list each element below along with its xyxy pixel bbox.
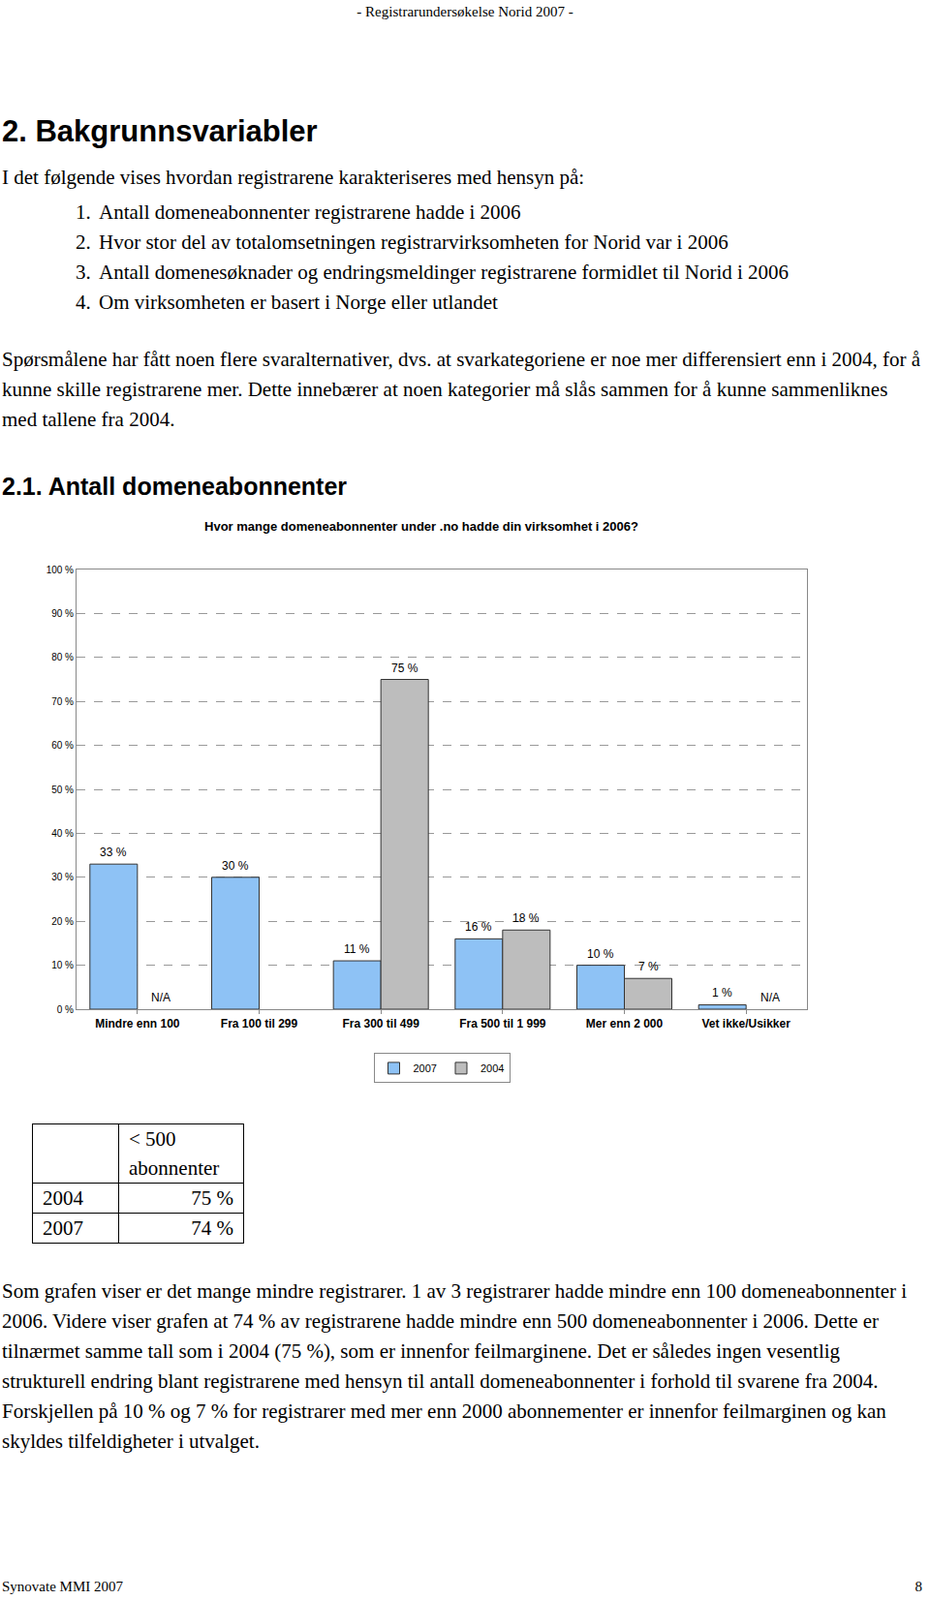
svg-text:100 %: 100 %: [46, 564, 74, 576]
svg-text:Mer enn 2 000: Mer enn 2 000: [586, 1017, 664, 1031]
html-text:1. Antall domeneabonnenter reg: 1. Antall domeneabonnenter registrarene …: [75, 200, 521, 224]
html-text:74 %: 74 %: [191, 1216, 234, 1240]
html-text:2004: 2004: [42, 1186, 84, 1210]
html-text:75 %: 75 %: [191, 1186, 234, 1210]
svg-text:10 %: 10 %: [587, 947, 615, 961]
svg-text:7 %: 7 %: [638, 960, 659, 974]
html-text:2. Bakgrunnsvariabler: 2. Bakgrunnsvariabler: [1, 114, 318, 149]
svg-text:30 %: 30 %: [51, 871, 74, 883]
svg-text:20 %: 20 %: [51, 916, 74, 928]
html-text:4. Om virksomheten er basert i: 4. Om virksomheten er basert i Norge ell…: [75, 290, 498, 314]
svg-text:30 %: 30 %: [221, 859, 249, 873]
svg-text:11 %: 11 %: [343, 942, 371, 957]
svg-text:60 %: 60 %: [51, 740, 74, 751]
html-text:- Registrarundersøkelse Norid: - Registrarundersøkelse Norid 2007 -: [356, 3, 574, 20]
svg-text:Hvor mange domeneabonnenter un: Hvor mange domeneabonnenter under .no ha…: [204, 519, 639, 534]
svg-text:2007: 2007: [413, 1062, 437, 1075]
html-text:< 500 abonnenter: < 500 abonnenter: [128, 1127, 220, 1180]
html-text:2.1. Antall domeneabonnenter: 2.1. Antall domeneabonnenter: [1, 472, 347, 500]
svg-text:90 %: 90 %: [51, 608, 74, 620]
html-text:3. Antall domenesøknader og en: 3. Antall domenesøknader og endringsmeld…: [75, 260, 789, 284]
svg-text:0 %: 0 %: [57, 1004, 74, 1016]
svg-text:Vet ikke/Usikker: Vet ikke/Usikker: [701, 1017, 791, 1031]
svg-text:50 %: 50 %: [51, 784, 74, 796]
svg-text:18 %: 18 %: [512, 911, 540, 926]
svg-text:Fra 100 til 299: Fra 100 til 299: [220, 1017, 299, 1031]
html-text:I det følgende vises hvordan r: I det følgende vises hvordan registraren…: [1, 165, 585, 189]
svg-text:40 %: 40 %: [51, 828, 74, 839]
html-text:8: 8: [914, 1579, 923, 1595]
svg-text:70 %: 70 %: [51, 696, 74, 708]
svg-text:N/A: N/A: [151, 991, 171, 1005]
svg-text:Mindre enn 100: Mindre enn 100: [94, 1017, 181, 1031]
svg-text:16 %: 16 %: [465, 920, 493, 934]
svg-text:75 %: 75 %: [391, 661, 419, 676]
svg-text:1 %: 1 %: [712, 986, 733, 1000]
html-text:2007: 2007: [42, 1216, 84, 1240]
html-text:Som grafen viser er det mange: Som grafen viser er det mange mindre reg…: [1, 1279, 907, 1454]
svg-text:Fra 300 til 499: Fra 300 til 499: [341, 1017, 420, 1031]
svg-text:10 %: 10 %: [51, 960, 74, 971]
svg-text:Fra 500 til 1 999: Fra 500 til 1 999: [459, 1017, 547, 1031]
svg-text:80 %: 80 %: [51, 651, 74, 663]
html-text:Spørsmålene har fått noen fler: Spørsmålene har fått noen flere svaralte…: [1, 347, 921, 432]
svg-text:33 %: 33 %: [99, 845, 127, 860]
html-text:2. Hvor stor del av totalomset: 2. Hvor stor del av totalomsetningen reg…: [75, 230, 729, 254]
html-text:Synovate MMI 2007: Synovate MMI 2007: [1, 1579, 124, 1595]
svg-text:2004: 2004: [480, 1062, 504, 1075]
svg-text:N/A: N/A: [760, 991, 780, 1005]
